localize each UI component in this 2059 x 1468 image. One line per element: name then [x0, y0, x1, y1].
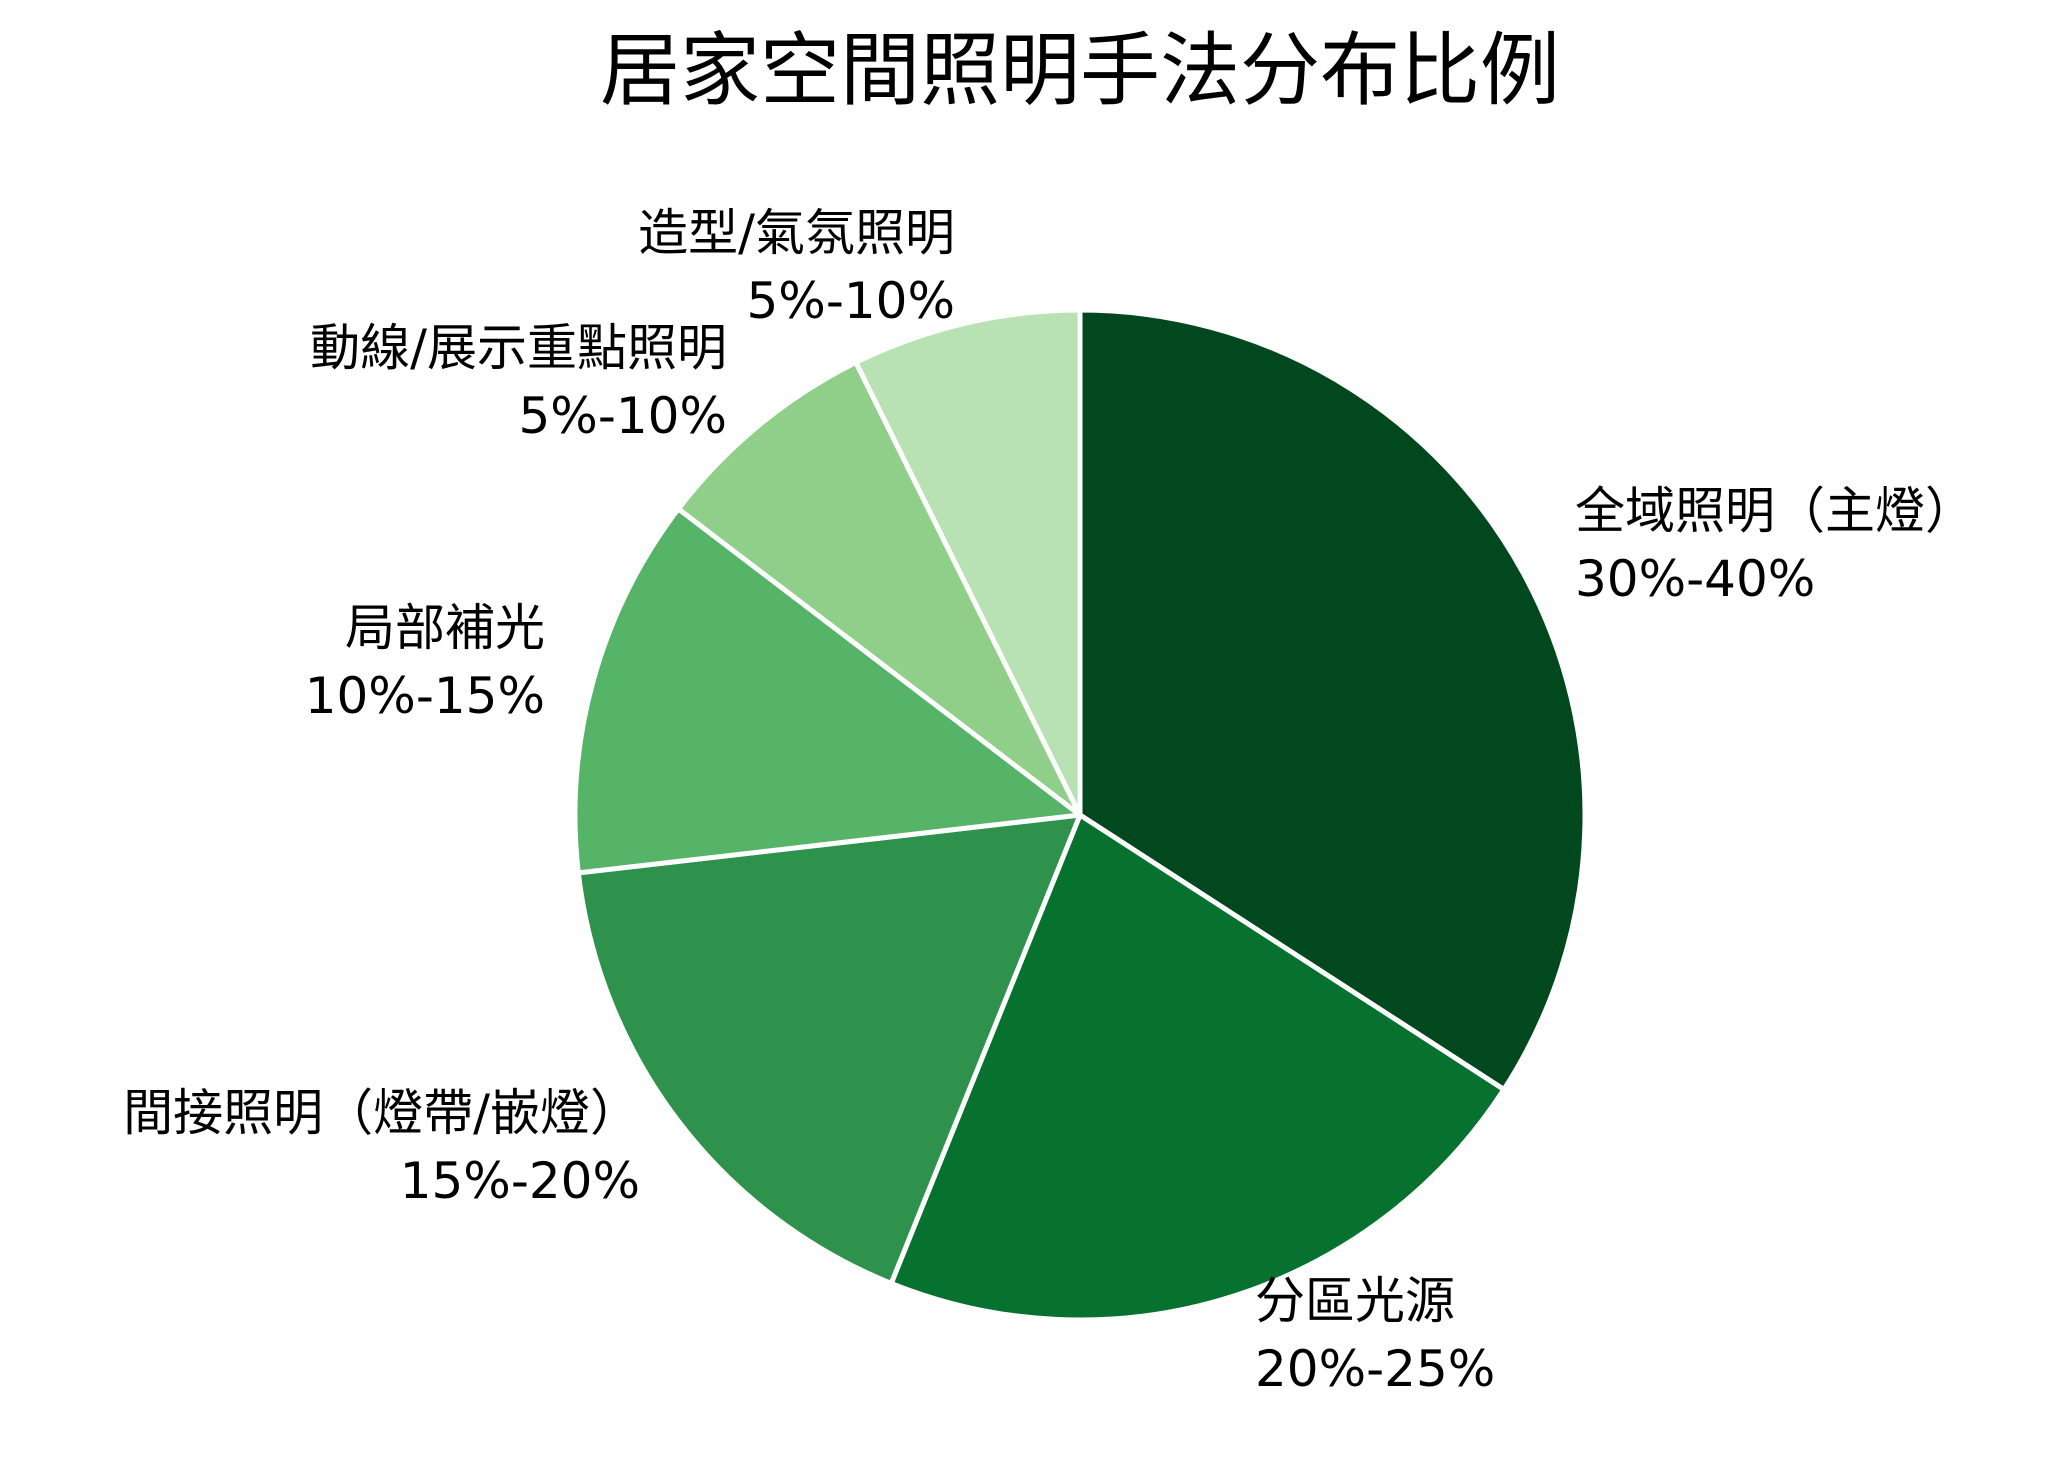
pie-slice-3: [575, 812, 1083, 1286]
pie-slice-6: [853, 307, 1083, 818]
slice-range-label-3: 15%-20%: [400, 1152, 640, 1210]
slice-name-label-5: 動線/展示重點照明: [310, 319, 727, 377]
pie-slice-4: [572, 506, 1083, 876]
chart-title: 居家空間照明手法分布比例: [600, 24, 1560, 117]
pie-slices: [572, 307, 1588, 1323]
slice-range-label-2: 20%-25%: [1255, 1340, 1495, 1398]
pie-slice-2: [888, 812, 1507, 1323]
slice-name-label-4: 局部補光: [345, 599, 545, 657]
slice-name-label-6: 造型/氣氛照明: [638, 204, 955, 262]
pie-slice-5: [675, 359, 1083, 818]
slice-range-label-5: 5%-10%: [519, 387, 728, 445]
slice-range-label-4: 10%-15%: [305, 667, 545, 725]
slice-name-label-2: 分區光源: [1255, 1272, 1455, 1330]
slice-name-label-1: 全域照明（主燈）: [1575, 482, 1975, 540]
slice-range-label-1: 30%-40%: [1575, 550, 1815, 608]
pie-labels: 全域照明（主燈） 30%-40% 分區光源 20%-25% 間接照明（燈帶/嵌燈） 15%…: [123, 204, 1975, 1398]
slice-range-label-6: 5%-10%: [747, 272, 956, 330]
slice-name-label-3: 間接照明（燈帶/嵌燈）: [123, 1084, 640, 1142]
